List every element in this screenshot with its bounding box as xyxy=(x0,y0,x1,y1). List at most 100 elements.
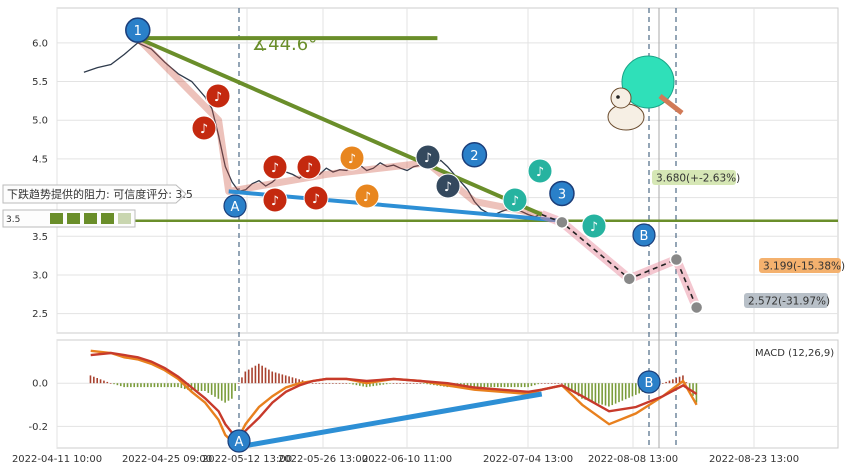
macd-bar xyxy=(227,383,230,401)
macd-signal-line xyxy=(90,351,698,439)
macd-bar xyxy=(210,383,213,395)
macd-bar xyxy=(295,378,297,384)
macd-bar xyxy=(318,383,321,384)
macd-bar xyxy=(591,383,593,402)
forecast-path xyxy=(540,210,704,315)
macd-bar xyxy=(601,383,603,405)
macd-bar xyxy=(352,383,354,385)
pattern-marker-glyph: ♪ xyxy=(590,220,598,235)
macd-bar xyxy=(109,383,112,384)
y-tick-label: 0.0 xyxy=(32,379,48,390)
macd-bar xyxy=(328,383,331,384)
pivot-label: 1 xyxy=(134,24,142,39)
pattern-marker-glyph: ♪ xyxy=(348,152,356,167)
macd-bar xyxy=(554,383,556,384)
pattern-marker-glyph: ♪ xyxy=(424,151,432,166)
pivot-marker xyxy=(125,17,151,43)
macd-bar xyxy=(672,379,674,384)
pattern-marker xyxy=(527,158,553,184)
macd-bar xyxy=(332,383,334,384)
macd-bar xyxy=(372,383,375,387)
macd-bar xyxy=(682,375,684,384)
macd-bar xyxy=(291,377,294,384)
macd-bar xyxy=(126,383,129,388)
macd-bar xyxy=(93,376,95,384)
macd-bar xyxy=(261,365,263,384)
macd-bar xyxy=(106,381,109,384)
y-tick-label: 6.0 xyxy=(32,38,48,49)
price-trendline xyxy=(136,36,543,217)
macd-bar xyxy=(382,383,385,385)
price-target-box xyxy=(744,293,828,308)
pattern-marker xyxy=(191,115,217,141)
ab-label: A xyxy=(231,200,240,215)
macd-bar xyxy=(665,381,667,384)
macd-trendline xyxy=(231,391,543,451)
score-star-icon xyxy=(67,213,80,224)
pivot-marker xyxy=(549,180,575,207)
macd-bar xyxy=(220,383,223,401)
macd-bar xyxy=(540,383,543,384)
pattern-marker-glyph: ♪ xyxy=(444,180,452,195)
macd-bar xyxy=(416,383,418,384)
macd-bar xyxy=(537,383,539,385)
macd-bar xyxy=(254,365,257,384)
macd-bar xyxy=(119,383,122,387)
y-tick-labels: 2.53.03.54.04.55.05.56.00.0-0.2 xyxy=(28,38,48,433)
pivot-marker xyxy=(461,142,488,168)
macd-bar xyxy=(661,383,664,384)
macd-bar xyxy=(284,375,287,384)
macd-bar xyxy=(207,383,210,393)
pattern-marker-glyph: ♪ xyxy=(305,161,313,176)
x-tick-label: 2022-04-25 09:00 xyxy=(122,454,212,465)
macd-bar xyxy=(234,383,237,391)
macd-bar xyxy=(342,383,344,384)
macd-bar xyxy=(527,383,529,388)
forecast-point xyxy=(622,272,637,286)
macd-bar xyxy=(358,383,361,386)
score-star-icon xyxy=(50,213,63,224)
markers: 1 2 3 A B A B ♪ ♪ ♪ ♪ ♪ ♪ ♪ ♪ ♪ ♪ ♪ ♪ ♪ xyxy=(125,17,661,453)
pattern-marker xyxy=(296,154,322,180)
pattern-marker xyxy=(262,154,288,180)
macd-bar xyxy=(577,383,580,397)
macd-bar xyxy=(399,383,401,384)
macd-bar xyxy=(470,383,472,388)
macd-bar xyxy=(167,383,169,388)
macd-bar xyxy=(348,383,351,384)
macd-bar xyxy=(473,383,476,388)
macd-bar xyxy=(143,383,146,388)
pattern-marker-glyph: ♪ xyxy=(214,90,222,105)
macd-bar xyxy=(419,383,422,384)
macd-bar xyxy=(396,383,398,384)
macd-bar xyxy=(594,383,597,403)
macd-bar xyxy=(635,383,637,395)
macd-bar xyxy=(614,383,617,404)
macd-bar xyxy=(204,383,206,391)
macd-bar xyxy=(675,378,678,384)
macd-bar xyxy=(412,383,415,384)
macd-bar xyxy=(574,383,577,394)
macd-bar xyxy=(547,383,550,384)
macd-bar xyxy=(140,383,142,388)
macd-bar xyxy=(224,383,226,403)
macd-bar xyxy=(389,383,391,384)
price-target-label: 3.680(+-2.63%) xyxy=(656,173,740,185)
macd-bar xyxy=(96,378,98,384)
price-target-box xyxy=(652,170,736,185)
x-tick-label: 2022-08-08 13:00 xyxy=(588,454,678,465)
y-tick-label: 5.0 xyxy=(32,116,48,127)
score-text: 3.5 xyxy=(6,215,20,225)
pattern-marker-glyph: ♪ xyxy=(200,122,208,137)
macd-bar xyxy=(99,379,102,384)
macd-bar xyxy=(560,383,563,384)
macd-bar xyxy=(534,383,536,386)
x-tick-label: 2022-05-12 13:00 xyxy=(202,454,292,465)
macd-bar xyxy=(156,383,159,388)
macd-bar xyxy=(496,383,499,388)
pattern-marker-glyph: ♪ xyxy=(271,161,279,176)
pattern-marker xyxy=(502,187,528,213)
macd-bar xyxy=(409,383,412,384)
macd-bar xyxy=(385,383,388,385)
